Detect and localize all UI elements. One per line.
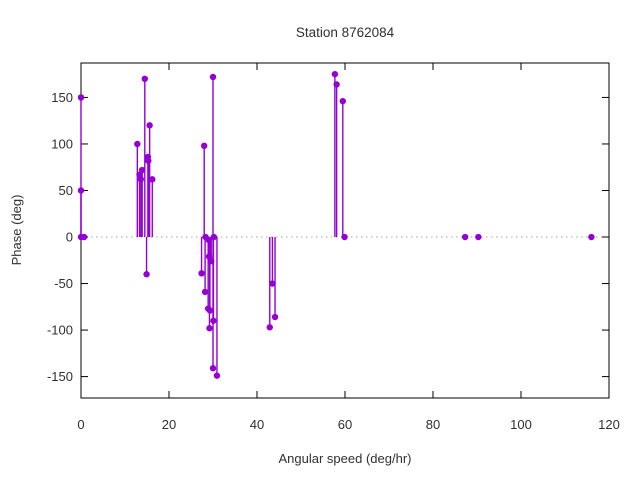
data-point	[80, 233, 88, 241]
data-point	[208, 258, 215, 265]
x-tick-label: 120	[598, 417, 620, 432]
plot-area: 0 20 40 60 80 100 120 -150 -100 -50 0 50 100 150	[47, 62, 620, 432]
x-tick-label: 80	[426, 417, 440, 432]
data-point	[266, 324, 273, 331]
data-point	[209, 73, 217, 81]
data-point	[201, 142, 208, 150]
y-tick-label: 50	[59, 183, 73, 198]
y-axis-label: Phase (deg)	[9, 195, 24, 266]
data-point	[213, 372, 221, 379]
data-point	[149, 176, 156, 183]
data-point	[146, 122, 153, 129]
data-point	[210, 233, 218, 241]
data-point	[271, 313, 279, 321]
data-point	[210, 317, 217, 324]
data-point	[475, 233, 482, 241]
data-point	[201, 288, 209, 296]
x-tick-label: 40	[250, 417, 264, 432]
x-tick-label: 60	[338, 417, 352, 432]
data-point	[206, 307, 214, 314]
data-point	[209, 365, 217, 372]
data-point	[269, 280, 276, 287]
data-point	[138, 166, 146, 174]
x-tick-label: 100	[510, 417, 532, 432]
data-point	[461, 233, 469, 241]
x-tick-label: 0	[77, 417, 84, 432]
y-tick-label: -50	[54, 276, 73, 291]
y-tick-label: 150	[51, 90, 73, 105]
data-point	[137, 176, 145, 183]
plot-frame	[80, 62, 610, 399]
y-tick-label: 0	[66, 230, 73, 245]
x-tick-label: 20	[162, 417, 176, 432]
data-point	[198, 270, 205, 277]
data-point	[331, 70, 339, 78]
data-point	[206, 325, 213, 332]
y-tick-label: 100	[51, 136, 73, 151]
y-tick-label: -100	[47, 323, 73, 338]
data-point	[134, 140, 141, 148]
y-tick-label: -150	[47, 369, 73, 384]
data-point	[339, 97, 346, 105]
data-point	[145, 157, 152, 164]
data-point	[77, 187, 85, 194]
chart-title: Station 8762084	[296, 25, 395, 40]
data-point	[205, 236, 212, 244]
data-point	[77, 94, 85, 101]
x-axis-label: Angular speed (deg/hr)	[279, 451, 412, 466]
data-point	[588, 233, 595, 241]
data-point	[143, 271, 150, 278]
data-point	[333, 81, 340, 88]
data-point	[341, 233, 348, 241]
data-point	[141, 75, 148, 83]
